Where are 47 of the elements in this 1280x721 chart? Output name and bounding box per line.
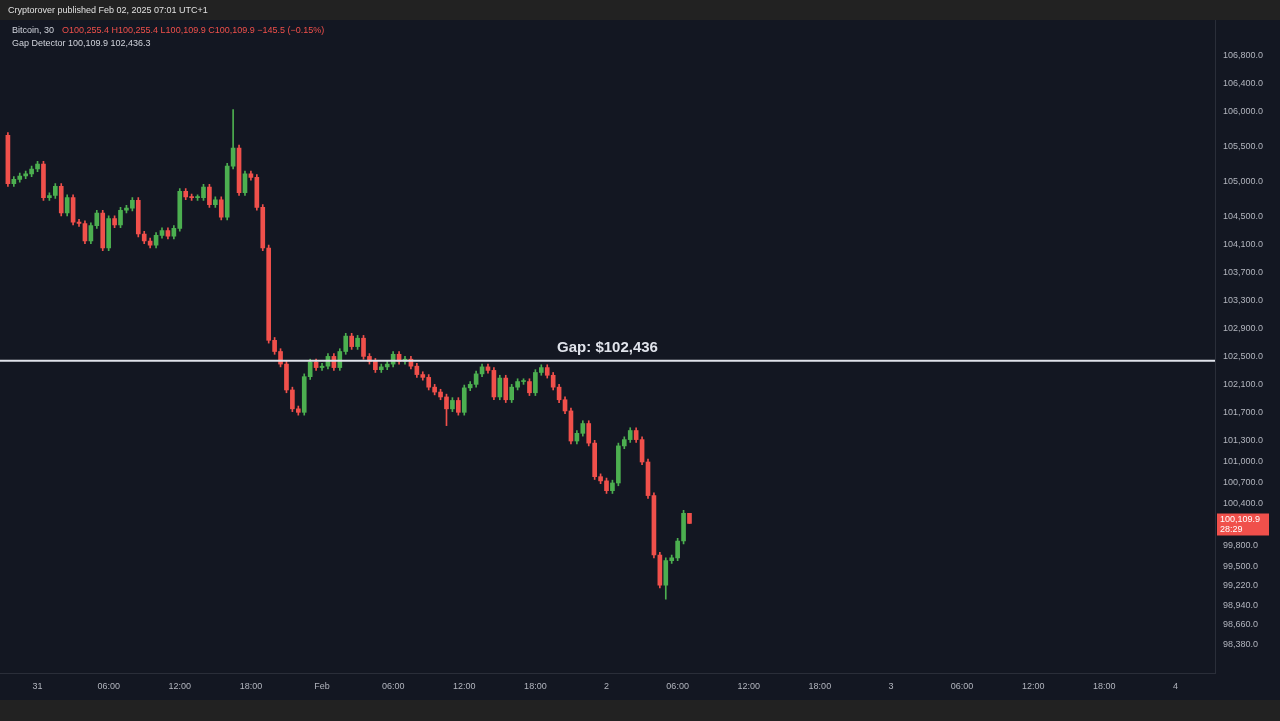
x-tick-label: 06:00 xyxy=(666,681,689,692)
y-tick-label: 103,700.0 xyxy=(1223,266,1264,277)
y-tick-label: 106,800.0 xyxy=(1223,50,1264,61)
x-tick-label: 12:00 xyxy=(168,681,192,692)
y-tick-label: 98,380.0 xyxy=(1223,639,1259,650)
y-tick-label: 106,000.0 xyxy=(1223,106,1264,117)
text: 28:29 xyxy=(1220,524,1243,535)
y-tick-label: 99,800.0 xyxy=(1223,539,1259,550)
y-tick-label: 105,000.0 xyxy=(1223,176,1264,187)
x-tick-label: 18:00 xyxy=(524,681,547,692)
y-tick-label: 100,700.0 xyxy=(1223,476,1264,487)
y-tick-label: 101,700.0 xyxy=(1223,406,1264,417)
y-tick-label: 99,220.0 xyxy=(1223,580,1259,591)
y-tick-label: 104,500.0 xyxy=(1223,211,1264,221)
x-tick-label: 06:00 xyxy=(381,681,405,692)
y-tick-label: 105,500.0 xyxy=(1223,141,1264,152)
y-tick-label: 102,100.0 xyxy=(1223,378,1264,389)
y-tick-label: 104,100.0 xyxy=(1223,238,1264,249)
y-tick-label: 98,660.0 xyxy=(1223,619,1259,630)
x-tick-label: 18:00 xyxy=(1093,681,1116,692)
text: 100,109.9 xyxy=(1220,514,1261,525)
y-tick-label: 100,400.0 xyxy=(1223,497,1264,508)
x-tick-label: 4 xyxy=(1172,681,1178,692)
y-tick-label: 103,300.0 xyxy=(1223,294,1264,305)
y-tick-label: 101,000.0 xyxy=(1223,455,1264,466)
text: Bitcoin, 30 xyxy=(12,25,55,35)
y-tick-label: 101,300.0 xyxy=(1223,434,1264,445)
x-tick-label: 06:00 xyxy=(97,681,120,692)
y-tick-label: 102,900.0 xyxy=(1223,322,1264,333)
y-tick-label: 98,940.0 xyxy=(1223,599,1259,610)
x-tick-label: 18:00 xyxy=(239,681,263,692)
y-tick-label: 99,500.0 xyxy=(1223,560,1259,571)
text: O100,255.4 H100,255.4 L100,109.9 C100,109.9 −145.5 (−0.15%) xyxy=(62,25,325,35)
x-tick-label: 12:00 xyxy=(1021,681,1045,692)
x-tick-label: 18:00 xyxy=(808,681,832,692)
x-tick-label: 12:00 xyxy=(737,681,761,692)
y-tick-label: 102,500.0 xyxy=(1223,350,1264,361)
x-tick-label: 31 xyxy=(32,681,43,692)
x-tick-label: 12:00 xyxy=(453,681,476,692)
x-tick-label: 06:00 xyxy=(950,681,974,692)
y-tick-label: 106,400.0 xyxy=(1223,78,1264,89)
x-tick-label: 3 xyxy=(888,681,894,692)
x-tick-label: 2 xyxy=(604,681,610,692)
text: Cryptorover published Feb 02, 2025 07:01 UTC+1 xyxy=(8,5,208,15)
x-tick-label: Feb xyxy=(314,681,330,692)
annotation: Gap Detector 100,109.9 102,436.3 xyxy=(12,38,151,48)
ref-line-label: Gap: $102,436 xyxy=(557,337,658,355)
